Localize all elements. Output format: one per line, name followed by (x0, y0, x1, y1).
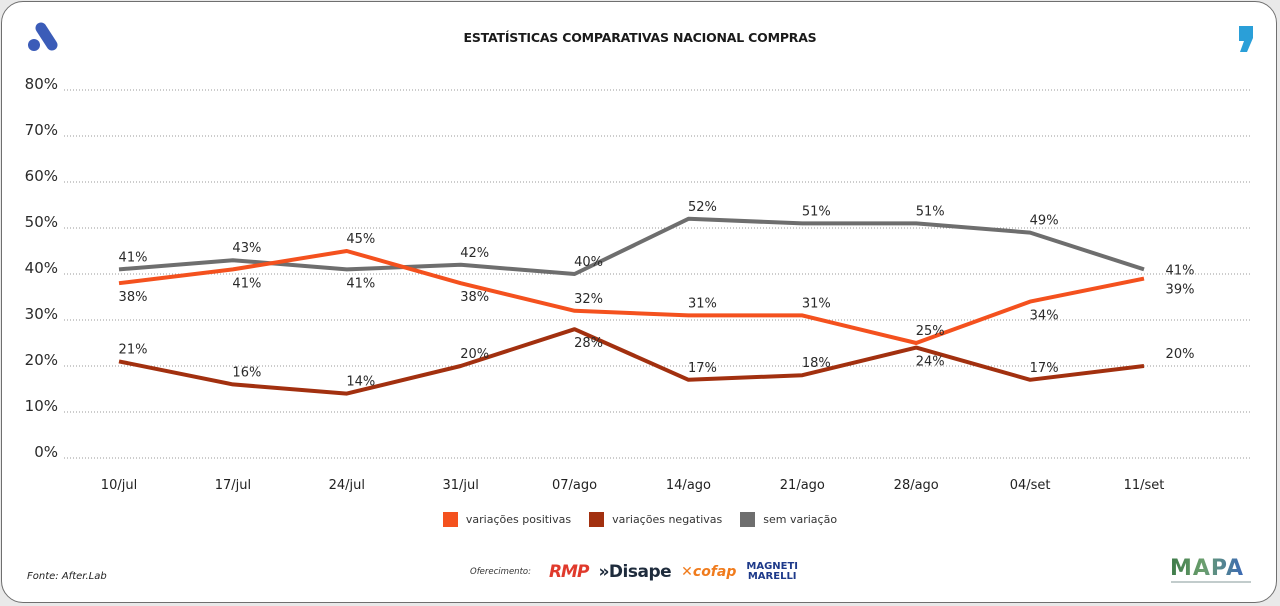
source-note: Fonte: After.Lab (27, 571, 107, 582)
x-tick-label: 04/set (1010, 478, 1051, 493)
data-label-positive: 41% (232, 276, 261, 291)
data-label-negative: 24% (916, 355, 945, 370)
data-label-negative: 17% (1030, 361, 1059, 376)
x-tick-label: 24/jul (329, 478, 365, 493)
data-label-positive: 32% (574, 292, 603, 307)
sponsor-logo-disape: »Disape (598, 562, 672, 582)
data-label-positive: 34% (1030, 309, 1059, 324)
data-label-positive: 39% (1166, 283, 1195, 298)
chart-legend: variações positivas variações negativas … (0, 512, 1280, 527)
y-tick-label: 0% (34, 443, 58, 461)
afterlab-logo-icon (28, 22, 58, 51)
x-tick-label: 10/jul (101, 478, 137, 493)
data-label-positive: 38% (460, 290, 489, 305)
data-label-negative: 14% (346, 375, 375, 390)
sponsor-cofap-text: cofap (692, 564, 737, 580)
data-label-negative: 17% (688, 361, 717, 376)
legend-swatch-negative (589, 512, 605, 527)
x-tick-label: 07/ago (552, 478, 597, 493)
mapa-brand-logo: MAPA (1170, 556, 1245, 581)
series-line-positive (118, 249, 1145, 345)
data-label-neutral: 52% (688, 200, 717, 215)
data-label-neutral: 40% (574, 255, 603, 270)
data-label-neutral: 51% (916, 204, 945, 219)
x-tick-label: 31/jul (442, 478, 478, 493)
data-label-neutral: 42% (460, 246, 489, 261)
legend-swatch-neutral (740, 512, 756, 527)
data-label-negative: 18% (802, 356, 831, 371)
data-label-positive: 31% (688, 296, 717, 311)
x-tick-label: 11/set (1124, 478, 1165, 493)
x-tick-label: 28/ago (894, 478, 939, 493)
sponsor-logo-rmp: RMP (548, 562, 589, 582)
y-tick-label: 80% (25, 75, 58, 93)
sponsor-magneti-text: MAGNETI (746, 561, 799, 572)
mapa-tagline-decoration (1171, 581, 1251, 583)
y-tick-label: 10% (25, 397, 58, 415)
x-tick-label: 21/ago (780, 478, 825, 493)
data-label-positive: 25% (916, 324, 945, 339)
legend-item-negative[interactable]: variações negativas (589, 512, 722, 527)
data-label-negative: 21% (119, 342, 148, 357)
comma-logo-icon (1239, 26, 1253, 52)
data-label-negative: 20% (1166, 347, 1195, 362)
data-label-neutral: 49% (1030, 214, 1059, 229)
sponsor-label: Oferecimento: (470, 567, 531, 577)
y-tick-label: 20% (25, 351, 58, 369)
data-label-negative: 28% (574, 336, 603, 351)
legend-item-neutral[interactable]: sem variação (740, 512, 837, 527)
data-label-neutral: 43% (232, 241, 261, 256)
series-line-negative (118, 327, 1145, 396)
series-line-neutral (118, 216, 1145, 276)
y-tick-label: 70% (25, 121, 58, 139)
sponsors-bar: Oferecimento: RMP »Disape ✕cofap MAGNETI… (470, 562, 798, 583)
data-label-negative: 16% (232, 365, 261, 380)
x-tick-label: 17/jul (215, 478, 251, 493)
y-tick-label: 50% (25, 213, 58, 231)
y-tick-label: 30% (25, 305, 58, 323)
legend-label: variações positivas (465, 513, 572, 526)
data-label-negative: 20% (460, 347, 489, 362)
x-tick-label: 14/ago (666, 478, 711, 493)
sponsor-marelli-text: MARELLI (747, 571, 797, 582)
data-label-neutral: 41% (346, 276, 375, 291)
data-label-neutral: 41% (119, 250, 148, 265)
chart-title: ESTATÍSTICAS COMPARATIVAS NACIONAL COMPR… (463, 30, 817, 45)
data-label-positive: 38% (119, 290, 148, 305)
legend-label: sem variação (763, 513, 838, 526)
legend-swatch-positive (442, 512, 458, 527)
data-label-neutral: 41% (1166, 263, 1195, 278)
data-label-neutral: 51% (802, 204, 831, 219)
y-tick-label: 40% (25, 259, 58, 277)
y-tick-label: 60% (25, 167, 58, 185)
data-label-positive: 45% (346, 232, 375, 247)
sponsor-logo-magneti-marelli: MAGNETI MARELLI (746, 562, 798, 582)
legend-label: variações negativas (612, 513, 723, 526)
data-label-positive: 31% (802, 296, 831, 311)
sponsor-logo-cofap: ✕cofap (681, 564, 737, 580)
legend-item-positive[interactable]: variações positivas (442, 512, 572, 527)
